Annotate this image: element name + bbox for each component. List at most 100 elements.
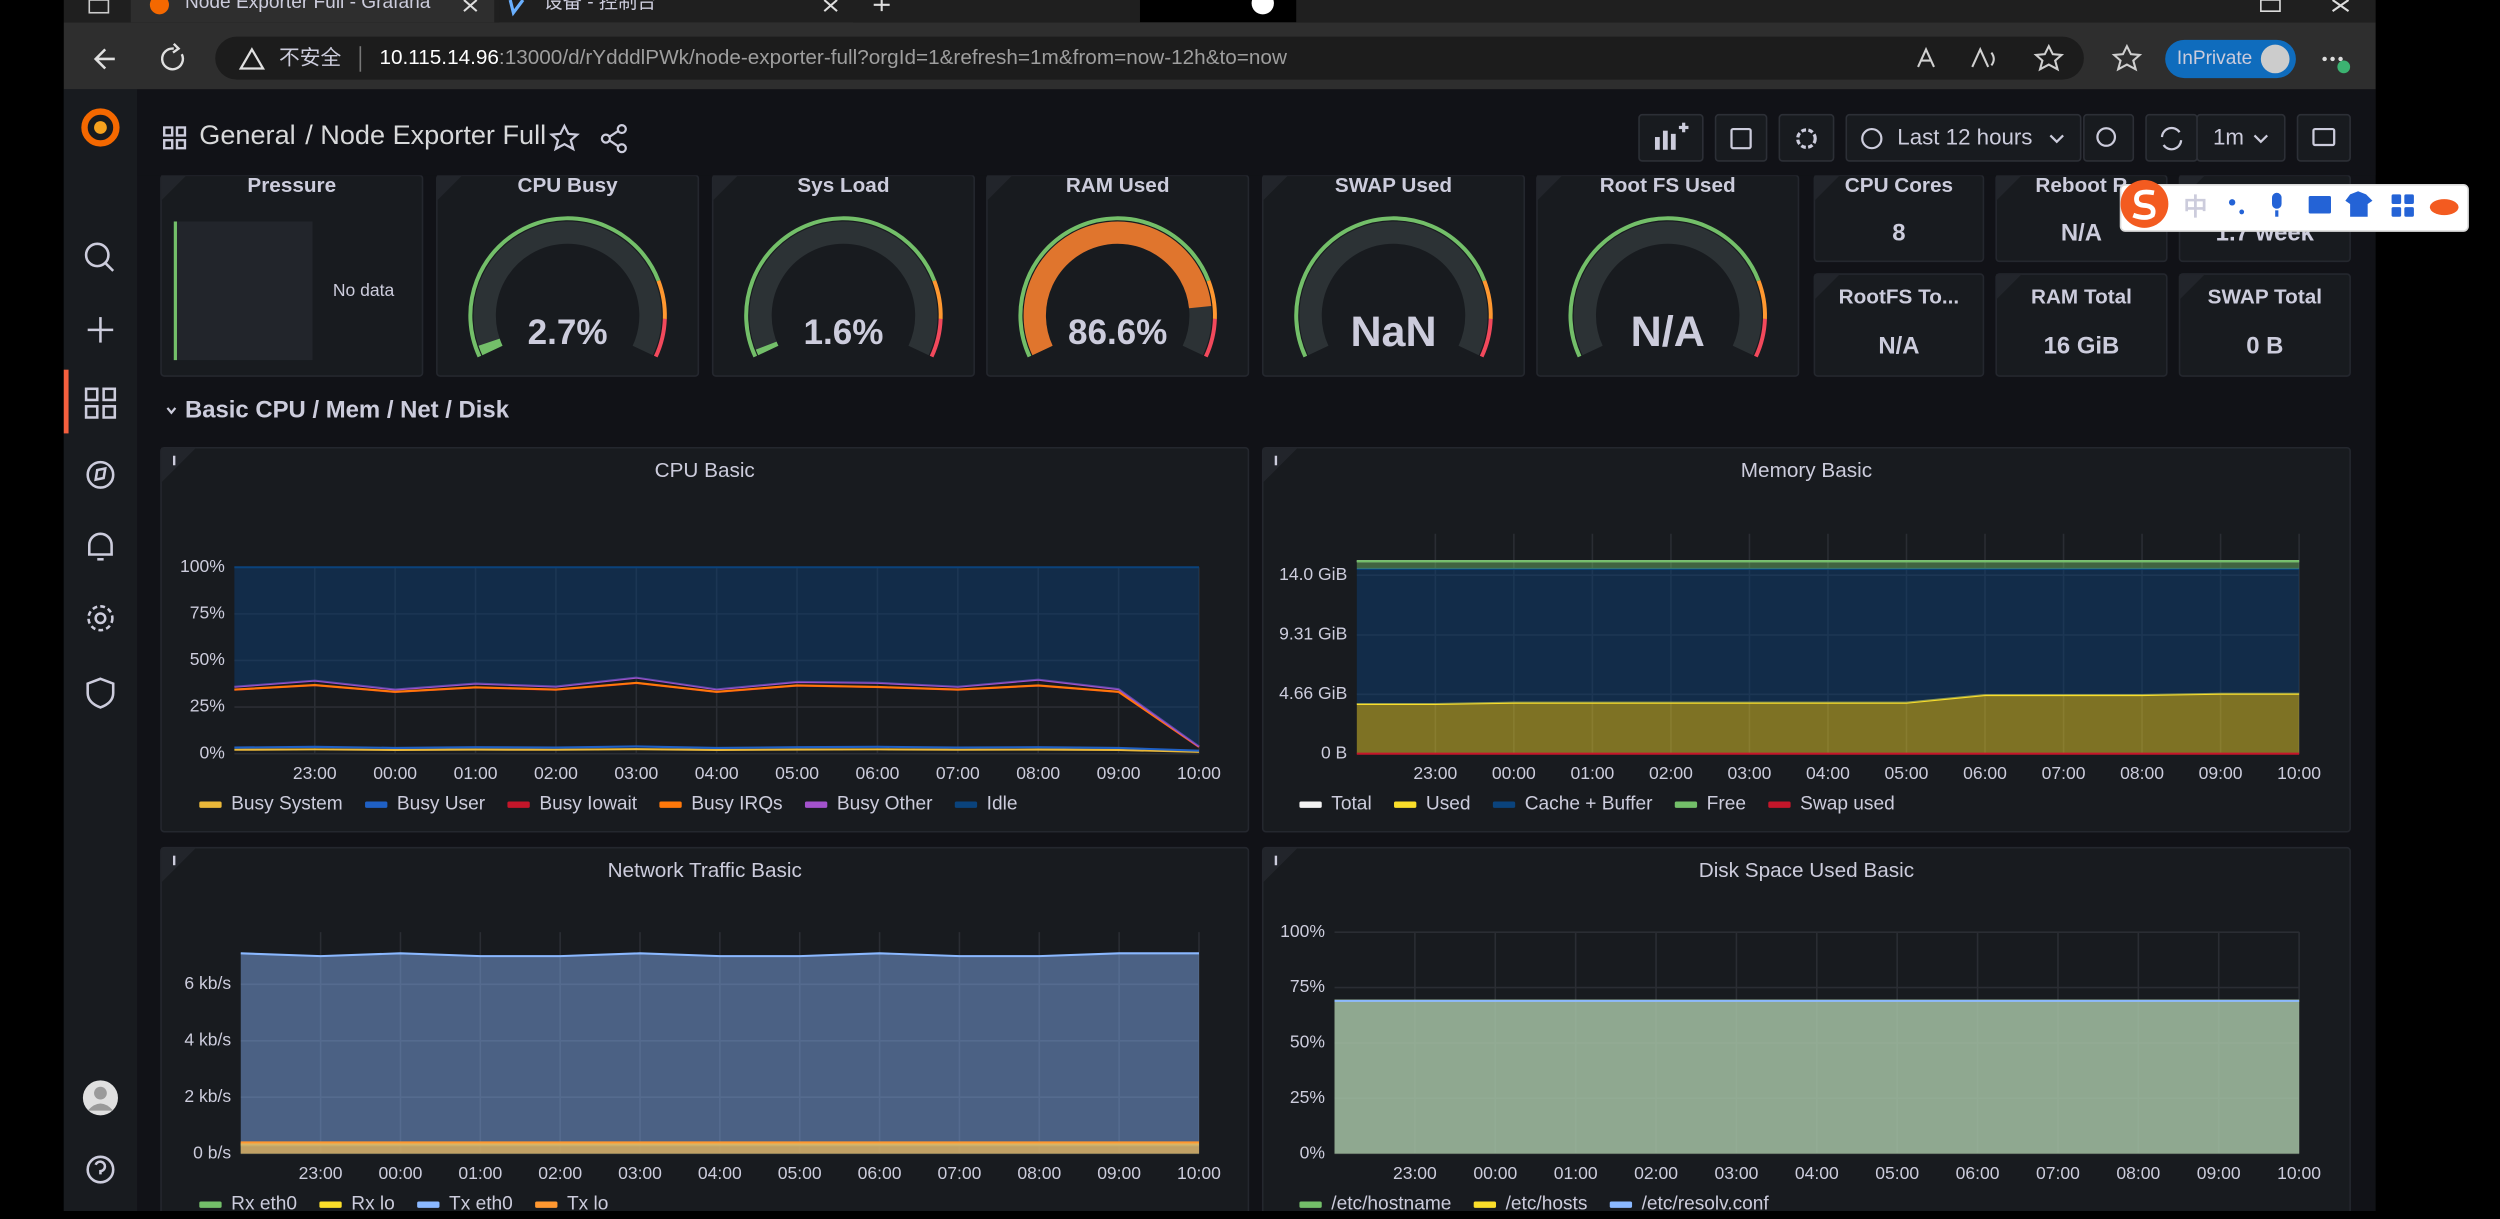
x-tick-label: 04:00 [695, 763, 739, 783]
legend-item[interactable]: Total [1331, 794, 1371, 815]
folder-link[interactable]: General [199, 119, 295, 150]
x-tick-label: 00:00 [379, 1163, 423, 1183]
gauge-value [489, 342, 492, 350]
legend-swatch[interactable] [535, 1201, 557, 1207]
legend-swatch[interactable] [507, 801, 529, 807]
save-button[interactable] [1716, 115, 1767, 161]
gauge-value-label: N/A [1631, 308, 1705, 356]
info-icon [1275, 456, 1277, 466]
x-tick-label: 10:00 [2277, 763, 2321, 783]
legend-swatch[interactable] [1768, 801, 1790, 807]
security-label[interactable]: 不安全 [279, 46, 341, 69]
time-range: Last 12 hours [1897, 125, 2032, 150]
tab-title: Node Exporter Full - Grafana [185, 0, 431, 13]
x-tick-label: 08:00 [2120, 763, 2164, 783]
legend-item[interactable]: Used [1426, 794, 1471, 815]
legend-item[interactable]: Rx eth0 [231, 1194, 297, 1211]
legend-item[interactable]: Busy IRQs [691, 794, 782, 815]
stat-title: RAM Used [1066, 174, 1170, 197]
legend-item[interactable]: Rx lo [351, 1194, 395, 1211]
legend-swatch[interactable] [1493, 801, 1515, 807]
stat-title: RAM Total [2031, 285, 2132, 308]
x-tick-label: 07:00 [2042, 763, 2086, 783]
x-tick-label: 01:00 [1554, 1163, 1598, 1183]
x-tick-label: 04:00 [1806, 763, 1850, 783]
y-tick-label: 100% [180, 556, 225, 576]
legend-swatch[interactable] [955, 801, 977, 807]
legend-item[interactable]: Free [1707, 794, 1746, 815]
row-title[interactable]: Basic CPU / Mem / Net / Disk [185, 396, 510, 423]
settings-button[interactable] [1779, 115, 1833, 161]
legend-swatch[interactable] [1299, 1201, 1321, 1207]
legend-swatch[interactable] [1474, 1201, 1496, 1207]
x-tick-label: 23:00 [1393, 1163, 1437, 1183]
stat-title: Pressure [247, 174, 336, 197]
x-tick-label: 04:00 [698, 1163, 742, 1183]
x-tick-label: 06:00 [1963, 763, 2007, 783]
legend-item[interactable]: Busy Iowait [539, 794, 637, 815]
legend-swatch[interactable] [417, 1201, 439, 1207]
active-indicator [64, 370, 69, 434]
info-icon [173, 456, 175, 466]
x-tick-label: 05:00 [1885, 763, 1929, 783]
y-tick-label: 75% [1290, 976, 1325, 996]
y-tick-label: 25% [1290, 1087, 1325, 1107]
panel-title[interactable]: Memory Basic [1741, 459, 1872, 482]
legend-item[interactable]: /etc/resolv.conf [1642, 1194, 1770, 1211]
legend-swatch[interactable] [319, 1201, 341, 1207]
legend-item[interactable]: Cache + Buffer [1525, 794, 1653, 815]
panel-title[interactable]: Network Traffic Basic [608, 859, 802, 882]
legend-swatch[interactable] [365, 801, 387, 807]
menu-button[interactable] [2322, 57, 2342, 61]
legend-item[interactable]: Swap used [1800, 794, 1895, 815]
inprivate-label: InPrivate [2177, 48, 2252, 69]
y-tick-label: 0 b/s [193, 1142, 231, 1162]
legend-item[interactable]: Idle [987, 794, 1018, 815]
ime-mode[interactable]: 中 [2184, 194, 2208, 221]
legend-swatch[interactable] [805, 801, 827, 807]
x-tick-label: 06:00 [1956, 1163, 2000, 1183]
legend-item[interactable]: /etc/hostname [1331, 1194, 1451, 1211]
refresh-button[interactable] [2146, 115, 2197, 161]
legend-swatch[interactable] [1610, 1201, 1632, 1207]
x-tick-label: 23:00 [299, 1163, 343, 1183]
x-tick-label: 23:00 [1413, 763, 1457, 783]
legend-swatch[interactable] [1675, 801, 1697, 807]
x-tick-label: 03:00 [1714, 1163, 1758, 1183]
area-fill [1335, 1001, 2300, 1154]
panel-title[interactable]: Disk Space Used Basic [1699, 859, 1914, 882]
legend-item[interactable]: Busy User [397, 794, 486, 815]
ime-toolbar [2121, 185, 2469, 231]
legend-item[interactable]: /etc/hosts [1506, 1194, 1588, 1211]
x-tick-label: 02:00 [1634, 1163, 1678, 1183]
stat-value: N/A [1878, 333, 1919, 360]
panel-title[interactable]: CPU Basic [655, 459, 755, 482]
legend-swatch[interactable] [1394, 801, 1416, 807]
tv-mode-button[interactable] [2298, 115, 2351, 161]
area-fill [1357, 561, 2299, 569]
x-tick-label: 08:00 [2116, 1163, 2160, 1183]
zoom-out-button[interactable] [2084, 115, 2133, 161]
legend-item[interactable]: Busy Other [837, 794, 933, 815]
user-avatar[interactable] [83, 1080, 118, 1115]
legend-item[interactable]: Tx lo [567, 1194, 608, 1211]
legend-item[interactable]: Tx eth0 [449, 1194, 513, 1211]
legend-swatch[interactable] [199, 1201, 221, 1207]
gauge-value [766, 346, 768, 351]
breadcrumb: General / Node Exporter Full [199, 119, 546, 150]
dashboard-title[interactable]: / Node Exporter Full [305, 119, 546, 150]
url-path: :13000/d/rYdddlPWk/node-exporter-full?or… [499, 46, 1288, 69]
legend-swatch[interactable] [199, 801, 221, 807]
gauge-value-label: NaN [1350, 308, 1436, 356]
stat-title: RootFS To... [1839, 285, 1959, 308]
gauge-value-label: 86.6% [1068, 313, 1167, 352]
area-fill [241, 1142, 1199, 1153]
x-tick-label: 02:00 [534, 763, 578, 783]
y-tick-label: 4.66 GiB [1279, 683, 1347, 703]
stat-title: Sys Load [797, 174, 889, 197]
legend-swatch[interactable] [1299, 801, 1321, 807]
y-tick-label: 100% [1280, 921, 1325, 941]
legend-swatch[interactable] [659, 801, 681, 807]
legend-item[interactable]: Busy System [231, 794, 343, 815]
